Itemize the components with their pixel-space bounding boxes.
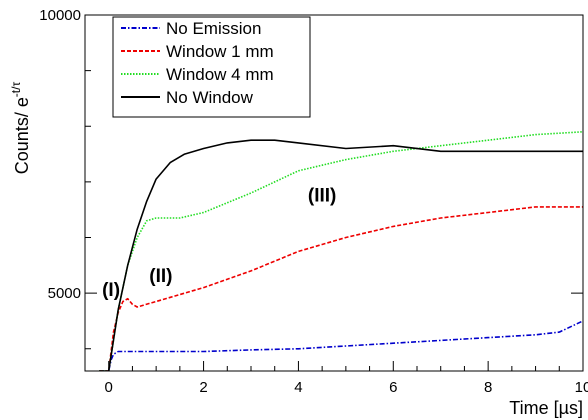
x-tick-label: 0 bbox=[105, 379, 113, 396]
x-tick-label: 2 bbox=[199, 379, 207, 396]
legend-label: No Emission bbox=[166, 19, 261, 38]
series-line-no-emission bbox=[99, 320, 583, 371]
y-axis-title: Counts/ e-t/τ bbox=[9, 82, 32, 175]
legend-label: Window 4 mm bbox=[166, 65, 274, 84]
x-tick-label: 4 bbox=[294, 379, 302, 396]
phase-annotation: (II) bbox=[149, 266, 172, 287]
series-line-no-window bbox=[99, 139, 583, 371]
y-axis-title-main: Counts/ e bbox=[12, 97, 32, 174]
legend: No Emission Window 1 mm Window 4 mm No Wind… bbox=[112, 16, 311, 118]
legend-label: No Window bbox=[166, 88, 254, 107]
plot-frame bbox=[84, 14, 584, 372]
phase-annotation: (III) bbox=[308, 185, 337, 206]
x-tick-label: 10 bbox=[575, 379, 588, 396]
y-tick-label: 10000 bbox=[39, 7, 81, 24]
x-tick-label: 6 bbox=[389, 379, 397, 396]
x-tick-label: 8 bbox=[484, 379, 492, 396]
series-layer bbox=[99, 131, 583, 371]
legend-box bbox=[112, 16, 311, 118]
series-line-window-4-mm bbox=[99, 131, 583, 371]
axis-layer: 0 2 4 6 8 10 5000 10000 bbox=[39, 7, 588, 396]
y-axis-title-exponent: -t/τ bbox=[9, 82, 23, 98]
legend-label: Window 1 mm bbox=[166, 42, 274, 61]
phase-annotation: (I) bbox=[102, 280, 120, 301]
annotation-layer: (I) (II) (III) bbox=[102, 185, 336, 301]
y-tick-label: 5000 bbox=[48, 285, 81, 302]
plot-area bbox=[99, 131, 583, 371]
x-axis-title: Time [µs] bbox=[509, 398, 583, 418]
